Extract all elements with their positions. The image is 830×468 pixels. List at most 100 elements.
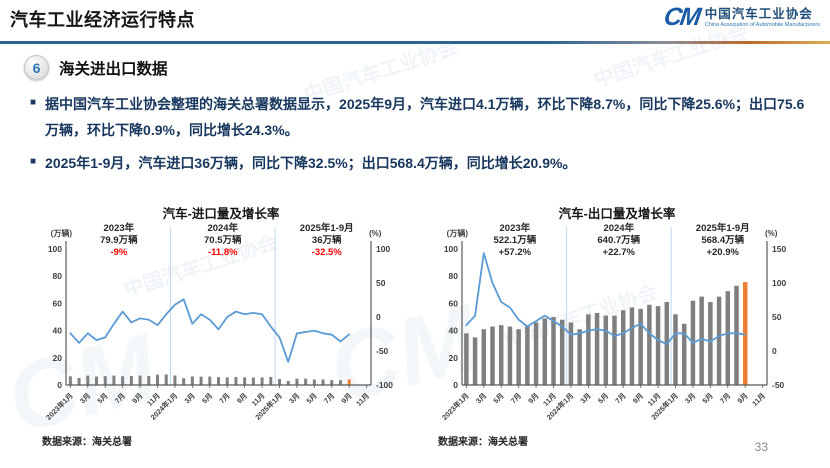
volume-bar	[260, 377, 264, 385]
volume-bar	[516, 329, 521, 385]
svg-text:5月: 5月	[304, 391, 318, 405]
bullet-item: ■ 据中国汽车工业协会整理的海关总署数据显示，2025年9月，汽车进口4.1万辆…	[30, 92, 806, 144]
volume-bar	[673, 314, 678, 385]
svg-text:(万辆): (万辆)	[447, 228, 469, 238]
svg-text:5月: 5月	[95, 391, 109, 405]
volume-bar	[103, 376, 107, 385]
svg-text:9月: 9月	[735, 391, 749, 405]
svg-text:50: 50	[772, 312, 782, 322]
bullet-square-icon: ■	[30, 97, 37, 108]
volume-bar	[121, 376, 125, 385]
header-divider	[0, 41, 830, 44]
volume-bar	[699, 296, 704, 385]
svg-text:9月: 9月	[339, 391, 353, 405]
section-title: 海关进出口数据	[59, 60, 168, 78]
svg-text:-100: -100	[376, 380, 393, 390]
svg-text:2023年1月: 2023年1月	[44, 391, 75, 422]
volume-bar	[182, 378, 186, 385]
volume-bar	[295, 378, 299, 385]
volume-bar	[594, 312, 600, 385]
bullet-item: ■ 2025年1-9月，汽车进口36万辆，同比下降32.5%；出口568.4万辆…	[30, 151, 806, 177]
page-number: 33	[754, 440, 768, 454]
svg-text:9月: 9月	[130, 391, 144, 405]
volume-bar	[472, 337, 478, 385]
chart-source: 数据来源：海关总署	[438, 437, 528, 448]
bullet-square-icon: ■	[30, 155, 37, 167]
svg-text:150: 150	[772, 244, 786, 254]
growth-line	[465, 252, 747, 346]
svg-text:100: 100	[772, 278, 786, 288]
volume-bar	[507, 326, 513, 385]
volume-bar	[481, 329, 487, 385]
volume-bar	[612, 315, 617, 385]
svg-text:40: 40	[449, 326, 459, 336]
volume-bar	[199, 376, 203, 385]
volume-bar	[225, 377, 229, 385]
volume-bar	[551, 317, 556, 385]
volume-bar	[138, 375, 142, 385]
volume-bar	[734, 285, 739, 385]
bullet-text: 据中国汽车工业协会整理的海关总署数据显示，2025年9月，汽车进口4.1万辆，环…	[45, 96, 805, 138]
volume-bar	[286, 381, 290, 385]
volume-bar	[347, 379, 351, 385]
svg-text:3月: 3月	[474, 391, 488, 405]
svg-text:-50: -50	[772, 380, 785, 390]
chart-body-import: 100 80 60 40 20 0 100 50 0 -50 -100 (万辆) (%) 2023年1月 3…	[30, 221, 408, 431]
volume-bar	[533, 322, 539, 385]
volume-bar	[542, 318, 548, 385]
chart-card-export: 汽车-出口量及增长率 100 80 60 40 20 0 150 100 50 0 -50 (万辆)(…	[426, 203, 808, 448]
logo-name-en: China Association of Automobile Manufact…	[704, 21, 820, 28]
volume-bar	[173, 375, 177, 385]
charts-row: 汽车-进口量及增长率 100 80 60 40 20 0 100 50 0 -50 -100 (万辆)…	[0, 203, 830, 448]
section-heading: 6 海关进出口数据	[24, 55, 168, 80]
svg-text:7月: 7月	[113, 391, 127, 405]
chart-body-export: 100 80 60 40 20 0 150 100 50 0 -50 (万辆) (%) 2023年1月 3月…	[426, 221, 804, 431]
svg-text:60: 60	[449, 298, 459, 308]
svg-text:2023年1月: 2023年1月	[440, 391, 471, 422]
volume-bar	[95, 376, 98, 385]
svg-text:5月: 5月	[200, 391, 214, 405]
svg-text:0: 0	[376, 312, 381, 322]
svg-text:0: 0	[57, 380, 62, 390]
volume-bar	[68, 376, 72, 385]
volume-bar	[629, 307, 635, 385]
svg-text:20: 20	[449, 353, 459, 363]
volume-bar	[234, 376, 238, 385]
svg-text:11月: 11月	[750, 391, 767, 408]
svg-text:7月: 7月	[217, 391, 231, 405]
volume-bar	[147, 376, 151, 385]
svg-text:50: 50	[376, 278, 386, 288]
svg-text:80: 80	[53, 271, 63, 281]
svg-text:5月: 5月	[700, 391, 714, 405]
volume-bar	[620, 310, 626, 385]
volume-bar	[603, 315, 609, 385]
svg-text:40: 40	[53, 326, 63, 336]
volume-bar	[278, 379, 281, 385]
volume-bar	[190, 376, 194, 385]
svg-text:3月: 3月	[683, 391, 697, 405]
volume-bar	[251, 377, 255, 385]
volume-bar	[208, 376, 212, 385]
bullet-list: ■ 据中国汽车工业协会整理的海关总署数据显示，2025年9月，汽车进口4.1万辆…	[30, 92, 806, 184]
volume-bar	[498, 325, 504, 385]
caam-logo: CM 中国汽车工业协会 China Association of Automob…	[662, 3, 820, 31]
svg-text:9月: 9月	[631, 391, 645, 405]
svg-text:5月: 5月	[491, 391, 505, 405]
header: 汽车工业经济运行特点 CM 中国汽车工业协会 China Association…	[0, 0, 830, 40]
svg-text:3月: 3月	[287, 391, 301, 405]
svg-text:-50: -50	[376, 346, 389, 356]
volume-bar	[490, 326, 495, 385]
growth-line	[69, 298, 351, 363]
svg-text:9月: 9月	[235, 391, 249, 405]
volume-bar	[339, 380, 342, 385]
svg-text:(%): (%)	[765, 229, 778, 238]
volume-bar	[321, 379, 325, 385]
svg-text:7月: 7月	[322, 391, 336, 405]
svg-text:(%): (%)	[369, 229, 382, 238]
volume-bar	[243, 377, 247, 385]
volume-bar	[217, 377, 220, 385]
svg-text:100: 100	[48, 244, 62, 254]
